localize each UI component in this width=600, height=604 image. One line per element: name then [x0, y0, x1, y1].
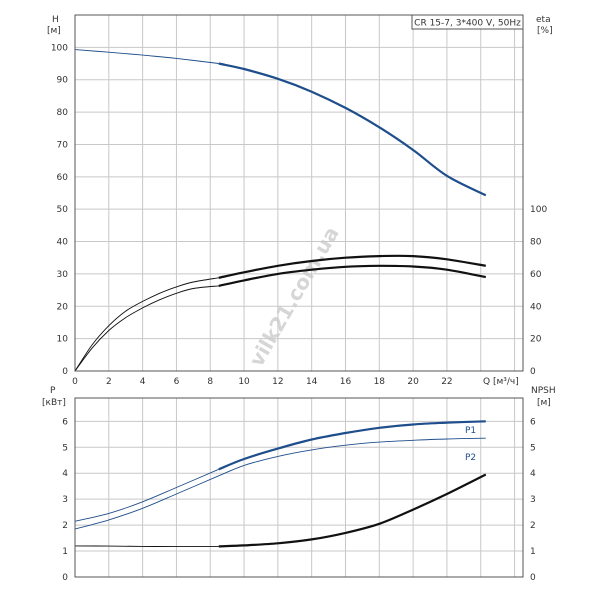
x-tick-label: 22: [441, 377, 452, 387]
bottom-right-tick-label: 4: [530, 469, 536, 479]
bottom-left-axis-label: P: [50, 386, 56, 396]
x-tick-label: 0: [72, 377, 78, 387]
top-right-tick-label: 80: [530, 238, 542, 248]
x-tick-label: 14: [306, 377, 318, 387]
bottom-left-axis-unit: [кВт]: [42, 398, 66, 408]
top-left-tick-label: 100: [51, 43, 68, 53]
bottom-series-npsh-line: [74, 545, 219, 548]
title-box: [411, 14, 524, 30]
bottom-series-p2-line: [74, 437, 486, 530]
bottom-right-tick-label: 1: [530, 547, 536, 557]
bottom-panel-frame: [74, 397, 524, 578]
bottom-right-tick-label: 2: [530, 521, 536, 531]
bottom-left-tick-label: 4: [62, 469, 68, 479]
top-series-eta2-duty-line: [218, 264, 486, 287]
x-tick-label: 4: [140, 377, 146, 387]
top-left-axis-unit: [м]: [47, 26, 61, 36]
x-axis-label: Q [м³/ч]: [483, 377, 519, 387]
bottom-right-tick-label: 5: [530, 443, 536, 453]
x-tick-label: 16: [340, 377, 352, 387]
top-left-tick-label: 70: [57, 140, 69, 150]
bottom-left-tick-label: 2: [62, 521, 68, 531]
x-tick-label: 6: [174, 377, 180, 387]
top-left-tick-label: 20: [57, 302, 69, 312]
x-tick-label: 20: [407, 377, 419, 387]
bottom-right-tick-label: 0: [530, 573, 536, 583]
top-left-axis-label: H: [52, 15, 59, 25]
title-box-text: CR 15-7, 3*400 V, 50Hz: [414, 19, 521, 29]
top-left-tick-label: 30: [57, 270, 69, 280]
top-left-tick-label: 60: [57, 173, 69, 183]
top-series-h-line: [74, 49, 219, 64]
top-left-tick-label: 0: [62, 367, 68, 377]
x-tick-label: 12: [272, 377, 283, 387]
top-left-tick-label: 10: [57, 335, 69, 345]
bottom-right-axis-label: NPSH: [531, 386, 556, 396]
bottom-left-tick-label: 5: [62, 443, 68, 453]
top-left-tick-label: 90: [57, 76, 69, 86]
top-right-axis-unit: [%]: [537, 26, 553, 36]
top-right-tick-label: 0: [530, 367, 536, 377]
top-right-tick-label: 20: [530, 335, 542, 345]
bottom-left-tick-label: 0: [62, 573, 68, 583]
series-label-p1: P1: [465, 426, 476, 436]
x-tick-label: 2: [106, 377, 112, 387]
bottom-left-tick-label: 6: [62, 417, 68, 427]
bottom-series-p1-duty-line: [218, 420, 486, 471]
top-panel-frame: [74, 14, 524, 372]
top-left-tick-label: 80: [57, 108, 69, 118]
bottom-panel-grid: [75, 398, 523, 577]
top-right-tick-label: 40: [530, 302, 542, 312]
top-right-tick-label: 60: [530, 270, 542, 280]
bottom-series-npsh-duty-line: [218, 473, 487, 548]
top-left-tick-label: 40: [57, 238, 69, 248]
bottom-right-tick-label: 3: [530, 495, 536, 505]
bottom-left-tick-label: 1: [62, 547, 68, 557]
top-series-eta2-line: [74, 285, 219, 372]
bottom-left-tick-label: 3: [62, 495, 68, 505]
top-series-eta1-duty-line: [218, 254, 486, 279]
series-layer: [74, 49, 487, 548]
bottom-right-axis-unit: [м]: [537, 398, 551, 408]
top-right-axis-label: eta: [536, 15, 551, 25]
x-tick-label: 18: [374, 377, 386, 387]
top-series-h-duty-line: [218, 62, 487, 197]
top-left-tick-label: 50: [57, 205, 69, 215]
bottom-series-p1-line: [74, 468, 219, 522]
x-tick-label: 10: [238, 377, 250, 387]
top-right-tick-label: 100: [530, 205, 547, 215]
top-series-eta1-line: [74, 277, 219, 372]
series-label-p2: P2: [465, 453, 476, 463]
bottom-right-tick-label: 6: [530, 417, 536, 427]
x-tick-label: 8: [207, 377, 213, 387]
